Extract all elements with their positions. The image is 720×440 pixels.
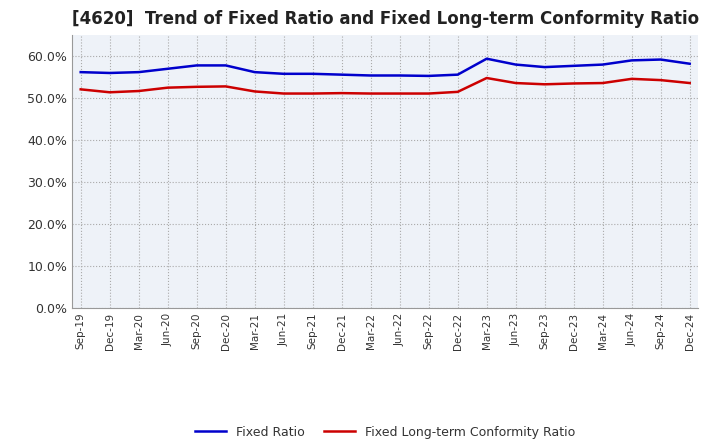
Fixed Ratio <box>424 73 433 79</box>
Fixed Ratio <box>598 62 607 67</box>
Fixed Long-term Conformity Ratio <box>541 82 549 87</box>
Fixed Long-term Conformity Ratio <box>424 91 433 96</box>
Fixed Long-term Conformity Ratio <box>570 81 578 86</box>
Fixed Ratio <box>541 64 549 70</box>
Fixed Ratio <box>366 73 375 78</box>
Fixed Ratio <box>454 72 462 77</box>
Title: [4620]  Trend of Fixed Ratio and Fixed Long-term Conformity Ratio: [4620] Trend of Fixed Ratio and Fixed Lo… <box>71 10 699 28</box>
Fixed Ratio <box>251 70 259 75</box>
Fixed Long-term Conformity Ratio <box>192 84 201 89</box>
Fixed Long-term Conformity Ratio <box>395 91 404 96</box>
Fixed Ratio <box>308 71 317 77</box>
Fixed Ratio <box>685 61 694 66</box>
Fixed Long-term Conformity Ratio <box>308 91 317 96</box>
Fixed Long-term Conformity Ratio <box>598 81 607 86</box>
Line: Fixed Long-term Conformity Ratio: Fixed Long-term Conformity Ratio <box>81 78 690 94</box>
Fixed Ratio <box>76 70 85 75</box>
Fixed Long-term Conformity Ratio <box>251 89 259 94</box>
Fixed Ratio <box>657 57 665 62</box>
Fixed Ratio <box>279 71 288 77</box>
Fixed Ratio <box>570 63 578 69</box>
Legend: Fixed Ratio, Fixed Long-term Conformity Ratio: Fixed Ratio, Fixed Long-term Conformity … <box>190 421 580 440</box>
Fixed Long-term Conformity Ratio <box>76 87 85 92</box>
Fixed Long-term Conformity Ratio <box>482 75 491 81</box>
Fixed Long-term Conformity Ratio <box>105 90 114 95</box>
Fixed Long-term Conformity Ratio <box>279 91 288 96</box>
Fixed Long-term Conformity Ratio <box>338 91 346 96</box>
Fixed Ratio <box>482 56 491 61</box>
Fixed Ratio <box>135 70 143 75</box>
Fixed Long-term Conformity Ratio <box>685 81 694 86</box>
Fixed Long-term Conformity Ratio <box>627 76 636 81</box>
Line: Fixed Ratio: Fixed Ratio <box>81 59 690 76</box>
Fixed Ratio <box>395 73 404 78</box>
Fixed Ratio <box>105 70 114 76</box>
Fixed Ratio <box>163 66 172 71</box>
Fixed Ratio <box>221 63 230 68</box>
Fixed Ratio <box>627 58 636 63</box>
Fixed Long-term Conformity Ratio <box>657 77 665 83</box>
Fixed Ratio <box>338 72 346 77</box>
Fixed Ratio <box>511 62 520 67</box>
Fixed Ratio <box>192 63 201 68</box>
Fixed Long-term Conformity Ratio <box>221 84 230 89</box>
Fixed Long-term Conformity Ratio <box>366 91 375 96</box>
Fixed Long-term Conformity Ratio <box>163 85 172 90</box>
Fixed Long-term Conformity Ratio <box>511 81 520 86</box>
Fixed Long-term Conformity Ratio <box>454 89 462 95</box>
Fixed Long-term Conformity Ratio <box>135 88 143 94</box>
